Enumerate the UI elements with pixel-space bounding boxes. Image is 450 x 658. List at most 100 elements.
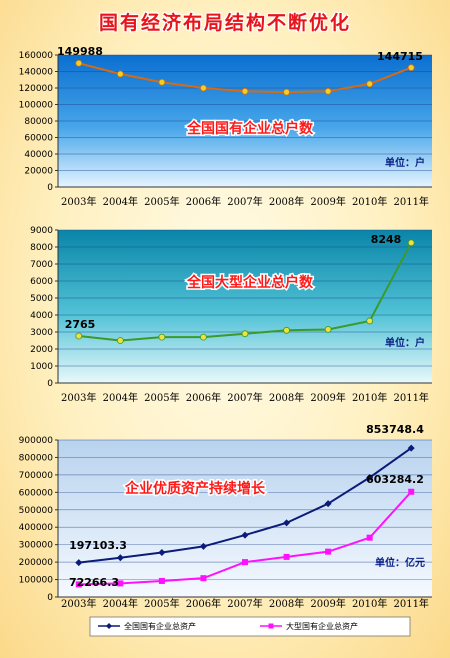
x-tick-label: 2009年 [310, 391, 345, 404]
page-title: 国有经济布局结构不断优化 [98, 12, 351, 34]
x-tick-label: 2009年 [310, 195, 345, 208]
x-tick-label: 2011年 [393, 195, 428, 208]
x-tick-label: 2010年 [352, 195, 387, 208]
data-point [241, 330, 249, 338]
data-point [116, 70, 124, 78]
data-point [200, 333, 207, 341]
y-tick-label: 0 [47, 183, 53, 193]
data-label: 149988 [57, 45, 103, 58]
data-label: 197103.3 [69, 539, 127, 552]
y-tick-label: 700000 [19, 471, 54, 481]
y-tick-label: 60000 [24, 134, 53, 144]
legend-marker [268, 623, 274, 629]
chart-2: 0 1000 2000 3000 4000 5000 6000 7000 8000 9000 200… [30, 226, 432, 404]
y-tick-label: 120000 [19, 84, 54, 94]
x-tick-label: 2008年 [269, 597, 304, 610]
data-point [117, 580, 124, 587]
chart-title: 全国大型企业总户数 [186, 274, 314, 291]
y-tick-label: 1000 [30, 362, 53, 372]
y-tick-label: 40000 [24, 150, 53, 160]
data-point [407, 444, 415, 452]
y-tick-label: 100000 [19, 101, 54, 111]
unit-label: 单位：户 [385, 336, 425, 349]
x-tick-label: 2007年 [227, 391, 262, 404]
chart-3: 0 100000 200000 300000 400000 500000 600000 700… [19, 423, 432, 637]
x-tick-label: 2006年 [186, 597, 221, 610]
data-point [366, 80, 374, 88]
plot-area [58, 440, 432, 597]
data-point [324, 87, 332, 95]
y-tick-label: 200000 [19, 558, 54, 568]
y-tick-label: 600000 [19, 488, 54, 498]
data-point [325, 548, 332, 555]
data-point [242, 559, 248, 566]
data-point [200, 575, 207, 582]
data-point [283, 88, 290, 96]
data-point [158, 577, 165, 584]
data-label: 144715 [377, 50, 423, 63]
x-tick-label: 2009年 [310, 597, 345, 610]
data-point [158, 333, 166, 341]
data-point [158, 78, 166, 86]
data-point [407, 64, 415, 72]
y-tick-label: 900000 [19, 436, 54, 446]
data-point [75, 581, 82, 588]
x-tick-label: 2003年 [61, 195, 96, 208]
y-tick-label: 0 [47, 593, 53, 603]
data-label: 853748.4 [366, 423, 424, 436]
x-tick-label: 2010年 [352, 597, 387, 610]
y-tick-label: 0 [47, 379, 53, 389]
x-tick-label: 2007年 [227, 195, 262, 208]
data-label: 8248 [371, 233, 402, 246]
x-tick-label: 2008年 [269, 391, 304, 404]
data-point [324, 326, 332, 333]
x-tick-label: 2005年 [144, 597, 179, 610]
data-point [366, 534, 373, 541]
data-point [75, 559, 83, 567]
x-tick-label: 2006年 [186, 195, 221, 208]
y-tick-label: 800000 [19, 453, 54, 463]
legend-label: 全国国有企业总资产 [124, 621, 196, 631]
x-tick-label: 2004年 [103, 195, 138, 208]
unit-label: 单位：亿元 [375, 556, 425, 569]
plot-area [58, 230, 432, 383]
data-point [283, 326, 290, 334]
y-tick-label: 9000 [30, 226, 53, 236]
x-tick-label: 2003年 [61, 391, 96, 404]
y-tick-label: 80000 [24, 117, 53, 127]
data-point [407, 239, 415, 247]
x-tick-label: 2008年 [269, 195, 304, 208]
data-label: 72266.3 [69, 576, 119, 589]
y-tick-label: 20000 [24, 167, 53, 177]
y-tick-label: 3000 [30, 328, 53, 338]
y-tick-label: 160000 [19, 51, 54, 61]
unit-label: 单位：户 [385, 156, 425, 169]
x-tick-label: 2004年 [103, 597, 138, 610]
y-tick-label: 4000 [30, 311, 53, 321]
data-point [366, 317, 374, 325]
y-tick-label: 6000 [30, 277, 53, 287]
data-point [75, 332, 83, 340]
chart-1: 0200004000060000800001000001200001400001… [19, 45, 432, 208]
data-point [199, 542, 207, 550]
x-tick-label: 2010年 [352, 391, 387, 404]
y-tick-label: 7000 [30, 260, 53, 270]
data-point [283, 519, 291, 527]
data-point [241, 87, 249, 95]
x-tick-label: 2006年 [186, 391, 221, 404]
x-tick-label: 2005年 [144, 195, 179, 208]
chart-title: 企业优质资产持续增长 [124, 480, 266, 497]
y-tick-label: 500000 [19, 506, 54, 516]
x-tick-label: 2004年 [103, 391, 138, 404]
x-tick-label: 2011年 [393, 597, 428, 610]
data-point [158, 549, 166, 557]
x-tick-label: 2003年 [61, 597, 96, 610]
x-tick-label: 2007年 [227, 597, 262, 610]
y-tick-label: 100000 [19, 576, 54, 586]
legend [89, 616, 411, 637]
data-point [116, 337, 124, 344]
data-point [283, 553, 290, 560]
data-point [116, 554, 124, 562]
